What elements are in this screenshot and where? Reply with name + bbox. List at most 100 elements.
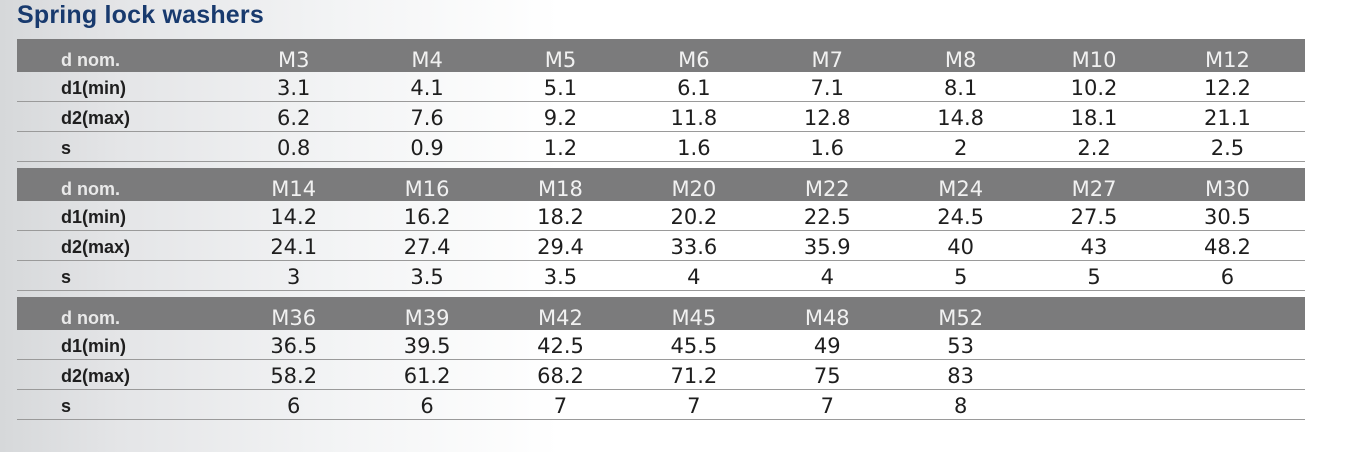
row-label-d2: d2(max) bbox=[61, 237, 131, 257]
table-row-d2: d2(max) 24.1 27.4 29.4 33.6 35.9 40 43 4… bbox=[17, 231, 1305, 261]
d1-cell: 16.2 bbox=[403, 205, 451, 229]
d2-cell: 12.8 bbox=[803, 106, 851, 130]
s-cell: 2.5 bbox=[1210, 136, 1245, 160]
d1-cell: 39.5 bbox=[403, 334, 451, 358]
s-cell: 0.8 bbox=[276, 136, 311, 160]
d1-cell: 18.2 bbox=[537, 205, 584, 229]
s-cell: 3.5 bbox=[543, 265, 578, 289]
table-row-s: s 0.8 0.9 1.2 1.6 1.6 2 2.2 2.5 bbox=[17, 132, 1305, 162]
d2-cell: 27.4 bbox=[403, 235, 451, 259]
size-cell: M6 bbox=[678, 48, 710, 72]
d1-cell: 12.2 bbox=[1204, 76, 1251, 100]
d1-cell: 27.5 bbox=[1070, 205, 1118, 229]
d1-cell: 4.1 bbox=[410, 76, 444, 100]
size-cell: M4 bbox=[411, 48, 443, 72]
size-cell: M39 bbox=[404, 306, 450, 330]
row-label-d1: d1(min) bbox=[61, 336, 126, 356]
s-cell: 6 bbox=[287, 394, 301, 418]
table-row-s: s 6 6 7 7 7 8 bbox=[17, 390, 1305, 420]
table-block-2: d nom. M14 M16 M18 M20 M22 M24 M27 M30 d… bbox=[17, 168, 1305, 291]
d2-cell: 61.2 bbox=[403, 364, 451, 388]
d1-cell bbox=[1027, 358, 1160, 359]
table-block-3: d nom. M36 M39 M42 M45 M48 M52 d1(min) 3… bbox=[17, 297, 1305, 420]
d2-cell bbox=[1161, 388, 1294, 389]
size-cell: M22 bbox=[804, 177, 850, 201]
size-cell: M12 bbox=[1205, 48, 1250, 72]
s-cell: 2.2 bbox=[1077, 136, 1111, 160]
table-row-d1: d1(min) 3.1 4.1 5.1 6.1 7.1 8.1 10.2 12.… bbox=[17, 72, 1305, 102]
d2-cell: 48.2 bbox=[1204, 235, 1251, 259]
d1-cell: 49 bbox=[813, 334, 841, 358]
table-header-row: d nom. M14 M16 M18 M20 M22 M24 M27 M30 bbox=[17, 168, 1305, 201]
size-cell: M48 bbox=[804, 306, 850, 330]
d2-cell: 6.2 bbox=[276, 106, 311, 130]
d1-cell: 42.5 bbox=[537, 334, 584, 358]
size-cell: M3 bbox=[277, 48, 310, 72]
d2-cell: 7.6 bbox=[410, 106, 444, 130]
size-cell: M27 bbox=[1071, 177, 1117, 201]
d2-cell: 40 bbox=[947, 235, 975, 259]
d2-cell: 11.8 bbox=[670, 106, 718, 130]
d2-cell: 68.2 bbox=[537, 364, 584, 388]
s-cell: 1.6 bbox=[677, 136, 711, 160]
d2-cell: 33.6 bbox=[670, 235, 718, 259]
s-cell bbox=[1161, 418, 1294, 419]
s-cell: 7 bbox=[553, 394, 568, 418]
d1-cell: 8.1 bbox=[943, 76, 978, 100]
size-cell: M18 bbox=[538, 177, 583, 201]
s-cell bbox=[1027, 418, 1160, 419]
d2-cell: 24.1 bbox=[270, 235, 318, 259]
s-cell: 0.9 bbox=[410, 136, 444, 160]
d1-cell: 30.5 bbox=[1204, 205, 1251, 229]
size-cell: M14 bbox=[271, 177, 317, 201]
s-cell: 7 bbox=[687, 394, 701, 418]
d2-cell: 18.1 bbox=[1070, 106, 1118, 130]
s-cell: 6 bbox=[1220, 265, 1235, 289]
table-row-d1: d1(min) 14.2 16.2 18.2 20.2 22.5 24.5 27… bbox=[17, 201, 1305, 231]
size-cell: M36 bbox=[271, 306, 317, 330]
row-label-s: s bbox=[61, 267, 72, 287]
size-cell: M7 bbox=[811, 48, 843, 72]
d1-cell: 53 bbox=[947, 334, 975, 358]
row-label-d-nom: d nom. bbox=[61, 308, 120, 328]
d1-cell: 5.1 bbox=[543, 76, 578, 100]
d2-cell: 75 bbox=[813, 364, 841, 388]
s-cell: 2 bbox=[953, 136, 968, 160]
d1-cell: 45.5 bbox=[670, 334, 718, 358]
s-cell: 6 bbox=[420, 394, 434, 418]
s-cell: 8 bbox=[953, 394, 968, 418]
table-row-s: s 3 3.5 3.5 4 4 5 5 6 bbox=[17, 261, 1305, 291]
d1-cell: 14.2 bbox=[270, 205, 318, 229]
row-label-d1: d1(min) bbox=[61, 78, 126, 98]
row-label-s: s bbox=[61, 138, 72, 158]
s-cell: 1.6 bbox=[810, 136, 844, 160]
d1-cell: 22.5 bbox=[803, 205, 851, 229]
table-header-row: d nom. M36 M39 M42 M45 M48 M52 bbox=[17, 297, 1305, 330]
table-block-1: d nom. M3 M4 M5 M6 M7 M8 M10 M12 d1(min)… bbox=[17, 39, 1305, 162]
d1-cell: 10.2 bbox=[1070, 76, 1118, 100]
row-label-d-nom: d nom. bbox=[61, 50, 120, 70]
table-header-row: d nom. M3 M4 M5 M6 M7 M8 M10 M12 bbox=[17, 39, 1305, 72]
table-row-d1: d1(min) 36.5 39.5 42.5 45.5 49 53 bbox=[17, 330, 1305, 360]
size-cell: M30 bbox=[1205, 177, 1250, 201]
d2-cell: 29.4 bbox=[537, 235, 584, 259]
size-cell: M5 bbox=[544, 48, 577, 72]
row-label-d-nom: d nom. bbox=[61, 179, 120, 199]
size-cell: M42 bbox=[538, 306, 583, 330]
size-cell: M20 bbox=[671, 177, 717, 201]
table-row-d2: d2(max) 6.2 7.6 9.2 11.8 12.8 14.8 18.1 … bbox=[17, 102, 1305, 132]
s-cell: 7 bbox=[820, 394, 834, 418]
d2-cell: 71.2 bbox=[670, 364, 718, 388]
s-cell: 3.5 bbox=[410, 265, 444, 289]
d2-cell: 58.2 bbox=[270, 364, 318, 388]
size-cell: M45 bbox=[671, 306, 717, 330]
s-cell: 1.2 bbox=[543, 136, 578, 160]
d1-cell: 7.1 bbox=[810, 76, 844, 100]
s-cell: 3 bbox=[287, 265, 301, 289]
d1-cell: 6.1 bbox=[677, 76, 711, 100]
d2-cell bbox=[1027, 388, 1160, 389]
size-cell: M8 bbox=[944, 48, 977, 72]
d1-cell bbox=[1161, 358, 1294, 359]
size-cell: M24 bbox=[938, 177, 984, 201]
d2-cell: 21.1 bbox=[1204, 106, 1251, 130]
